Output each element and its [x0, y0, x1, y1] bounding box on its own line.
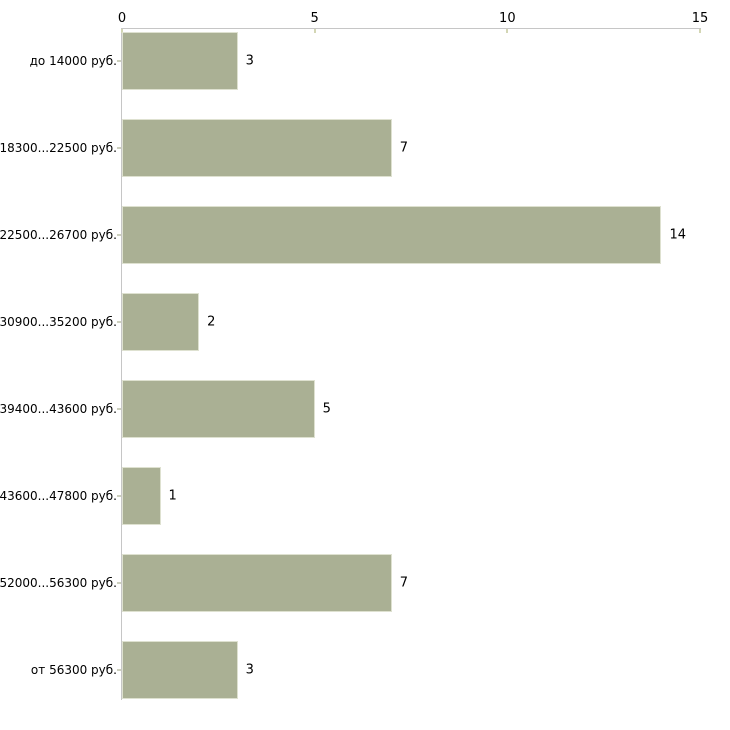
bar [122, 641, 238, 699]
y-axis-tick-mark [117, 321, 121, 323]
category-label: 18300...22500 руб. [0, 141, 117, 155]
category-label: от 56300 руб. [30, 663, 117, 677]
category-label: 39400...43600 руб. [0, 402, 117, 416]
bar-row: от 56300 руб. 3 [0, 641, 730, 699]
bar-row: 22500...26700 руб. 14 [0, 206, 730, 264]
category-label: 52000...56300 руб. [0, 576, 117, 590]
value-label: 1 [168, 488, 177, 504]
value-label: 3 [245, 53, 254, 69]
x-axis-tick-label: 5 [310, 11, 319, 26]
y-axis-tick-mark [117, 408, 121, 410]
y-axis-line [121, 28, 122, 700]
y-axis-tick-mark [117, 582, 121, 584]
x-axis-tick-mark [313, 29, 316, 33]
x-axis-line [121, 28, 701, 29]
y-axis-tick-mark [117, 234, 121, 236]
value-label: 7 [399, 140, 408, 156]
bar [122, 206, 662, 264]
value-label: 14 [669, 227, 686, 243]
category-label: 43600...47800 руб. [0, 489, 117, 503]
value-label: 5 [322, 401, 331, 417]
value-label: 3 [245, 662, 254, 678]
bar [122, 32, 238, 90]
x-axis-tick-label: 10 [499, 11, 516, 26]
y-axis-tick-mark [117, 60, 121, 62]
category-label: 30900...35200 руб. [0, 315, 117, 329]
bar-row: 39400...43600 руб. 5 [0, 380, 730, 438]
y-axis-tick-mark [117, 495, 121, 497]
bar-row: 43600...47800 руб. 1 [0, 467, 730, 525]
bar [122, 293, 200, 351]
bar-row: 18300...22500 руб. 7 [0, 119, 730, 177]
bar [122, 119, 392, 177]
x-axis-tick-mark [506, 29, 509, 33]
x-axis-tick-label: 0 [117, 11, 127, 26]
category-label: до 14000 руб. [29, 54, 117, 68]
y-axis-tick-mark [117, 669, 121, 671]
bar-row: 30900...35200 руб. 2 [0, 293, 730, 351]
value-label: 7 [399, 575, 408, 591]
category-label: 22500...26700 руб. [0, 228, 117, 242]
bar-row: до 14000 руб. 3 [0, 32, 730, 90]
x-axis-tick-mark [699, 29, 701, 33]
x-axis-tick-label: 15 [691, 11, 709, 26]
value-label: 2 [207, 314, 216, 330]
bar [122, 467, 161, 525]
y-axis-tick-mark [117, 147, 121, 149]
bar [122, 554, 392, 612]
bar [122, 380, 315, 438]
bar-row: 52000...56300 руб. 7 [0, 554, 730, 612]
x-axis-tick-mark [121, 29, 123, 33]
